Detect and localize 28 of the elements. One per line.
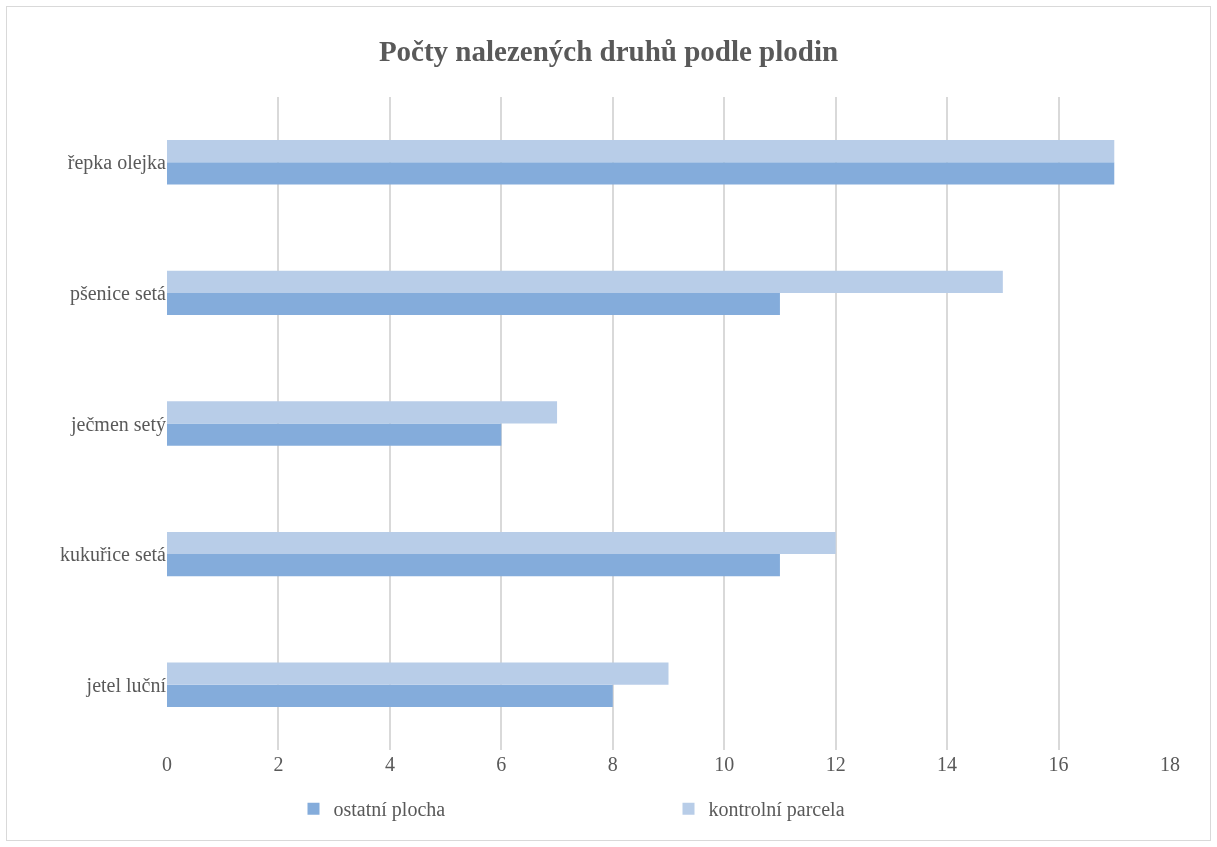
bar bbox=[167, 401, 558, 424]
x-tick-label: 16 bbox=[1048, 753, 1069, 775]
bar bbox=[167, 162, 1115, 185]
bar bbox=[167, 292, 780, 316]
x-tick-label: 4 bbox=[384, 753, 395, 775]
x-tick-label: 6 bbox=[496, 753, 507, 775]
x-tick-label: 12 bbox=[825, 753, 846, 775]
y-tick-label: jetel luční bbox=[85, 673, 167, 697]
bar bbox=[167, 140, 1115, 163]
x-tick-label: 0 bbox=[162, 753, 172, 775]
chart-title: Počty nalezených druhů podle plodin bbox=[378, 34, 839, 67]
bar bbox=[167, 531, 836, 555]
x-tick-label: 8 bbox=[607, 753, 618, 775]
y-tick-label: řepka olejka bbox=[67, 151, 167, 175]
legend-label: kontrolní parcela bbox=[708, 798, 845, 822]
x-tick-label: 10 bbox=[714, 753, 735, 775]
y-tick-label: kukuřice setá bbox=[59, 543, 167, 566]
x-tick-label: 14 bbox=[937, 753, 958, 775]
x-tick-label: 2 bbox=[273, 753, 284, 775]
bar bbox=[167, 423, 502, 446]
bar bbox=[167, 554, 780, 577]
legend-label: ostatní plocha bbox=[333, 798, 446, 822]
y-tick-label: pšenice setá bbox=[69, 281, 167, 305]
bar bbox=[167, 684, 613, 707]
bar bbox=[167, 662, 669, 685]
y-tick-label: ječmen setý bbox=[70, 412, 166, 436]
bar bbox=[167, 270, 1003, 293]
x-tick-label: 18 bbox=[1160, 753, 1180, 775]
